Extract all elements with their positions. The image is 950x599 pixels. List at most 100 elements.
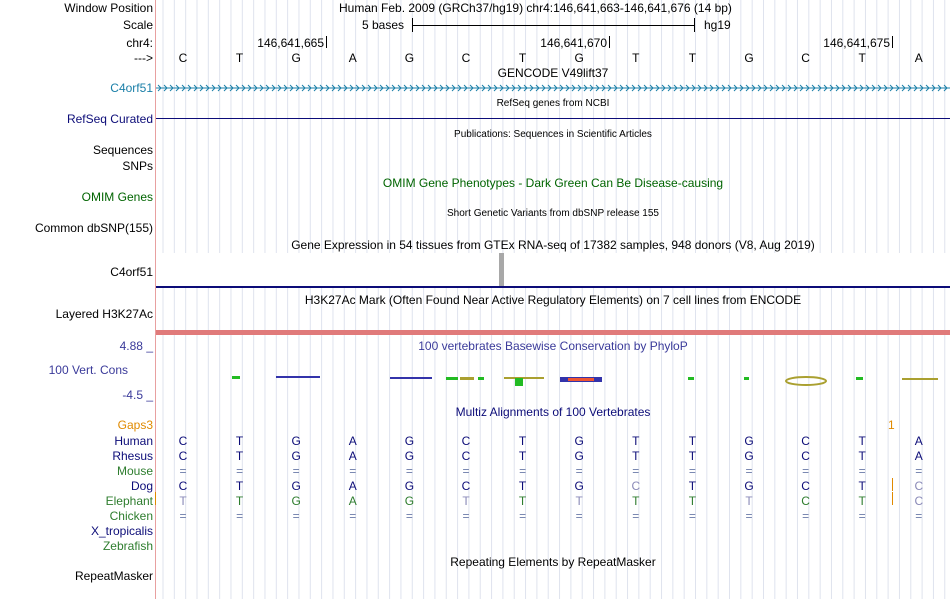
strand-chevron [259,84,264,92]
alignment-base: = [349,509,357,523]
alignment-base: = [632,509,640,523]
strand-chevron [907,84,912,92]
species-label[interactable]: Mouse [116,464,153,478]
ruler-tick-2 [609,36,610,48]
gtex-track-title[interactable]: Gene Expression in 54 tissues from GTEx … [291,238,815,252]
strand-chevron [727,84,732,92]
strand-chevron [913,84,918,92]
strand-chevron [877,84,882,92]
species-label[interactable]: X_tropicalis [90,524,153,538]
alignment-base: T [518,434,527,448]
alignment-base: T [745,494,753,508]
gencode-gene-feature[interactable] [156,81,950,95]
multiz-track-title[interactable]: Multiz Alignments of 100 Vertebrates [455,405,651,419]
strand-chevron [517,84,522,92]
strand-chevron [415,84,420,92]
omim-track-title[interactable]: OMIM Gene Phenotypes - Dark Green Can Be… [382,176,724,190]
window-position-value: Human Feb. 2009 (GRCh37/hg19) chr4:146,6… [339,1,732,15]
insertion-marker [892,492,893,505]
strand-chevron [253,84,258,92]
species-label[interactable]: Chicken [109,509,153,523]
alignment-base: A [348,479,357,493]
strand-chevron [367,84,372,92]
publications-track-title[interactable]: Publications: Sequences in Scientific Ar… [454,129,652,140]
alignment-base: A [348,449,357,463]
strand-chevron [385,84,390,92]
strand-chevron [289,84,294,92]
alignment-base: T [688,449,697,463]
strand-chevron [649,84,654,92]
reference-base: G [574,51,584,65]
strand-chevron [583,84,588,92]
publications-snps-label[interactable]: SNPs [122,159,153,173]
strand-chevron [169,84,174,92]
refseq-track-title[interactable]: RefSeq genes from NCBI [496,98,610,109]
strand-chevron [547,84,552,92]
alignment-base: T [235,494,244,508]
strand-chevron [793,84,798,92]
strand-chevron [607,84,612,92]
conservation-bar [515,378,523,386]
strand-chevron [193,84,198,92]
gencode-track-label[interactable]: C4orf51 [110,81,153,95]
conservation-track-title[interactable]: 100 vertebrates Basewise Conservation by… [418,339,688,353]
species-label[interactable]: Rhesus [112,449,153,463]
conservation-plot[interactable] [156,370,950,390]
conservation-bar [478,377,484,380]
refseq-gene-feature[interactable] [156,118,950,119]
gencode-track-title[interactable]: GENCODE V49lift37 [497,66,609,80]
multiz-gaps-label[interactable]: Gaps3 [117,418,153,432]
alignment-base: G [744,449,754,463]
strand-chevron [349,84,354,92]
refseq-track-label[interactable]: RefSeq Curated [66,112,153,126]
alignment-base: = [519,464,527,478]
strand-chevron [265,84,270,92]
alignment-base: C [801,479,810,493]
alignment-base: = [745,464,753,478]
alignment-base: G [404,479,415,493]
strand-chevron [637,84,642,92]
h3k27ac-track-label[interactable]: Layered H3K27Ac [55,307,153,321]
alignment-base: = [179,464,187,478]
strand-chevron [163,84,168,92]
strand-chevron [439,84,444,92]
alignment-base: C [801,434,810,448]
strand-chevron [331,84,336,92]
publications-sequences-label[interactable]: Sequences [92,143,153,157]
alignment-base: = [915,509,923,523]
gtex-track-area[interactable] [156,253,950,286]
repeatmasker-track-label[interactable]: RepeatMasker [74,569,153,583]
gtex-track-label[interactable]: C4orf51 [110,265,153,279]
dbsnp-track-title[interactable]: Short Genetic Variants from dbSNP releas… [447,208,659,219]
strand-chevron [433,84,438,92]
h3k27ac-track-title[interactable]: H3K27Ac Mark (Often Found Near Active Re… [304,293,802,307]
strand-chevron [487,84,492,92]
strand-chevron [721,84,726,92]
strand-chevron [523,84,528,92]
conservation-track-label[interactable]: 100 Vert. Cons [48,363,128,377]
species-label[interactable]: Zebrafish [102,539,153,553]
strand-chevron [175,84,180,92]
repeatmasker-track-title[interactable]: Repeating Elements by RepeatMasker [450,555,656,569]
species-label[interactable]: Dog [130,479,153,493]
strand-chevron [391,84,396,92]
strand-chevron [691,84,696,92]
conservation-bar [460,377,474,380]
omim-track-label[interactable]: OMIM Genes [81,190,153,204]
alignment-base: C [914,479,924,493]
h3k27ac-signal[interactable] [156,330,950,335]
alignment-base: C [178,479,188,493]
alignment-base: G [291,494,301,508]
strand-chevron [325,84,330,92]
alignment-base: T [632,434,640,448]
alignment-base: = [575,464,583,478]
gtex-expression-bar[interactable] [499,253,504,286]
scale-bar-right-tick [694,18,695,32]
strand-chevron [475,84,480,92]
species-label[interactable]: Elephant [105,494,153,508]
strand-chevron [799,84,804,92]
reference-base: G [744,51,754,65]
strand-chevron [847,84,852,92]
species-label[interactable]: Human [114,434,153,448]
dbsnp-track-label[interactable]: Common dbSNP(155) [34,221,153,235]
